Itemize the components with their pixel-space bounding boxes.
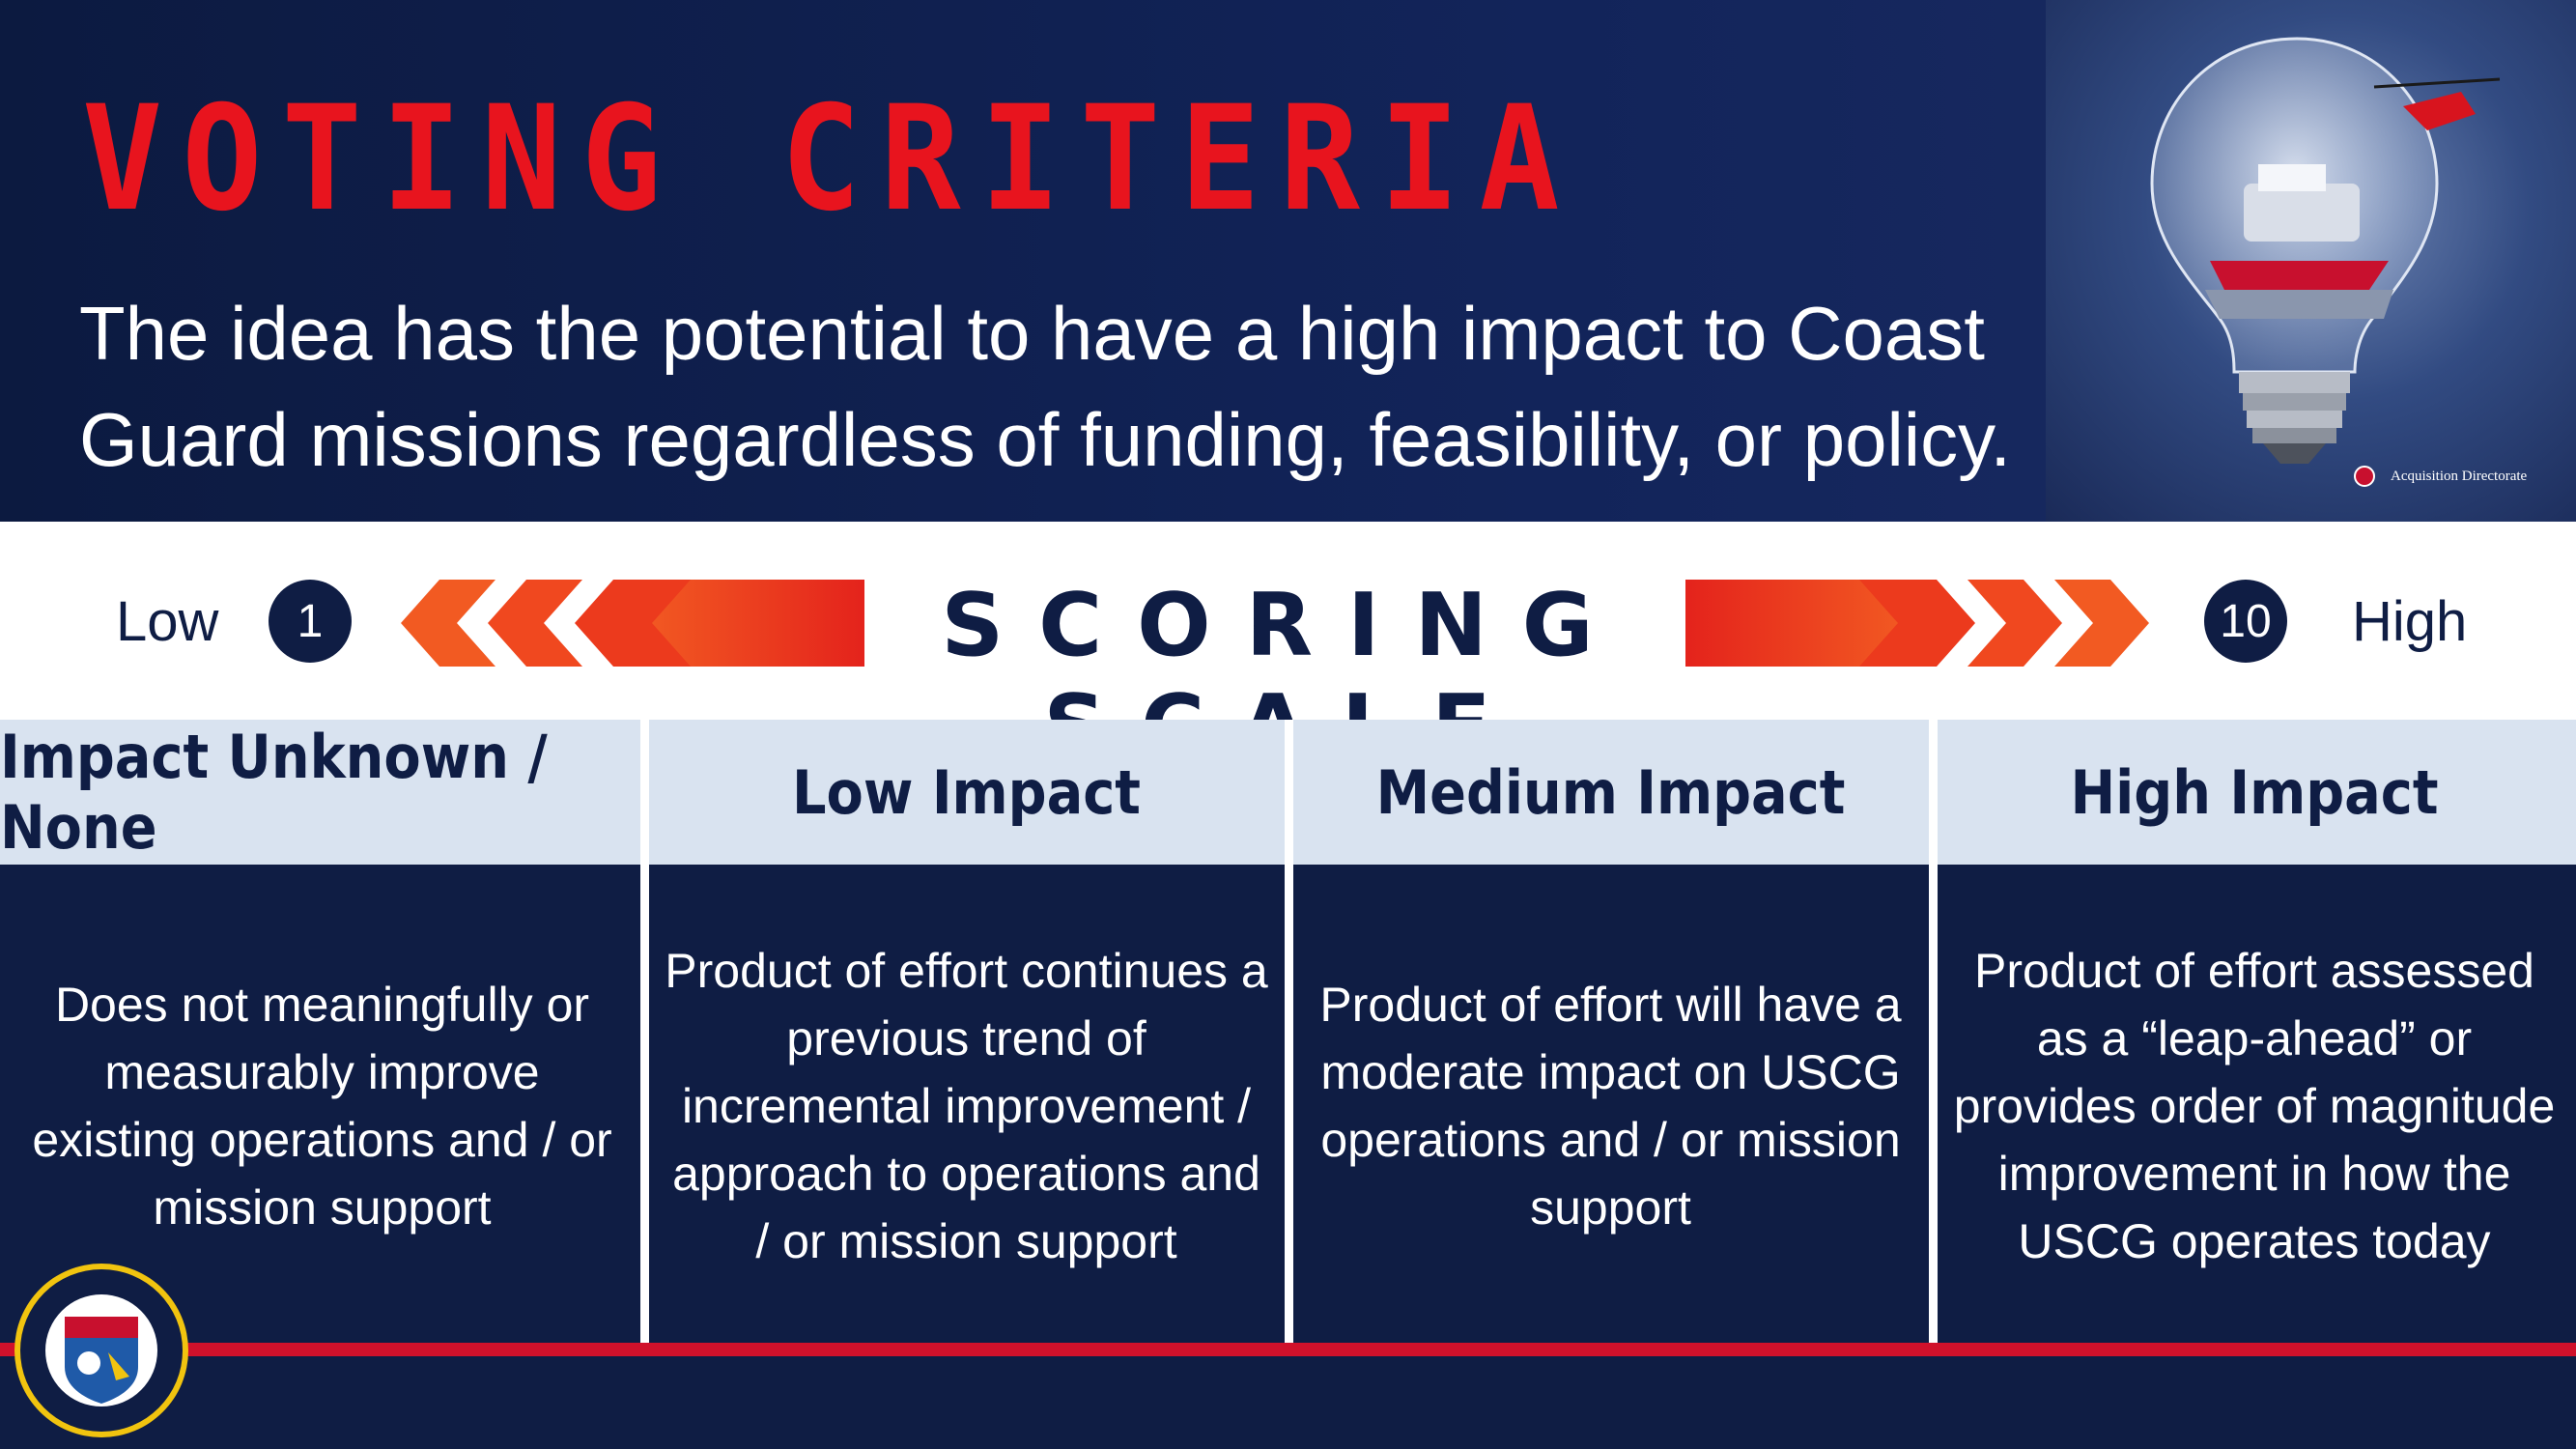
criteria-heading: High Impact	[1933, 720, 2576, 865]
criteria-column-none: Impact Unknown / None Does not meaningfu…	[0, 720, 644, 1348]
brand-caption: Acquisition Directorate	[2391, 469, 2528, 484]
page-title: VOTING CRITERIA	[82, 75, 1579, 243]
criteria-heading: Impact Unknown / None	[0, 720, 644, 865]
criteria-grid: Impact Unknown / None Does not meaningfu…	[0, 720, 2576, 1348]
criteria-heading: Medium Impact	[1288, 720, 1933, 865]
criteria-description: Product of effort will have a moderate i…	[1288, 865, 1933, 1348]
acquisition-directorate-seal-icon	[14, 1264, 188, 1437]
column-divider	[1929, 720, 1938, 1348]
scale-low-value: 1	[269, 580, 352, 663]
criteria-column-medium: Medium Impact Product of effort will hav…	[1288, 720, 1933, 1348]
left-chevron-arrow-icon	[401, 580, 864, 667]
footer-red-rule	[0, 1343, 2576, 1356]
right-chevron-arrow-icon	[1685, 580, 2149, 667]
scale-low-label: Low	[116, 590, 219, 653]
criteria-column-high: High Impact Product of effort assessed a…	[1933, 720, 2576, 1348]
lightbulb-with-ship-and-helicopter-icon	[2150, 37, 2501, 487]
scale-high-label: High	[2352, 590, 2468, 653]
column-divider	[640, 720, 649, 1348]
criteria-description: Product of effort assessed as a “leap-ah…	[1933, 865, 2576, 1348]
criteria-column-low: Low Impact Product of effort continues a…	[644, 720, 1288, 1348]
scale-high-value: 10	[2204, 580, 2287, 663]
page-subtitle: The idea has the potential to have a hig…	[79, 291, 2012, 482]
column-divider	[1285, 720, 1293, 1348]
lightbulb-image	[2046, 0, 2576, 522]
criteria-description: Product of effort continues a previous t…	[644, 865, 1288, 1348]
criteria-heading: Low Impact	[644, 720, 1288, 865]
